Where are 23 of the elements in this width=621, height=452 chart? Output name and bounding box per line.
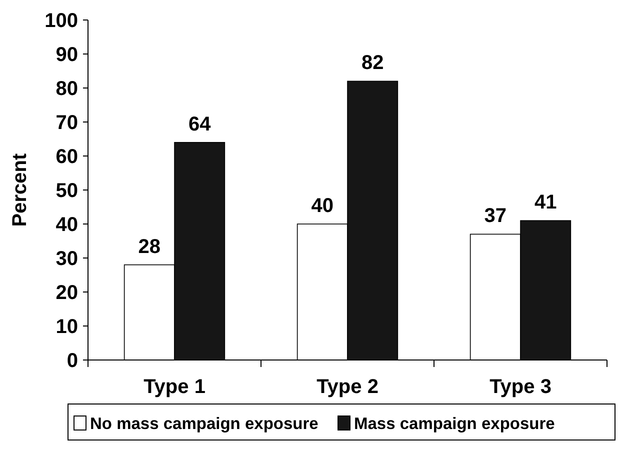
y-tick-label: 30 bbox=[56, 248, 78, 270]
legend-label: Mass campaign exposure bbox=[354, 415, 555, 433]
y-tick-label: 70 bbox=[56, 112, 78, 134]
y-tick-label: 50 bbox=[56, 180, 78, 202]
y-tick-label: 40 bbox=[56, 214, 78, 236]
y-tick-label: 80 bbox=[56, 78, 78, 100]
x-tick-label: Type 3 bbox=[490, 376, 552, 398]
y-tick-label: 60 bbox=[56, 146, 78, 168]
x-tick-label: Type 2 bbox=[316, 376, 378, 398]
data-label: 41 bbox=[534, 192, 557, 214]
y-axis-title: Percent bbox=[9, 152, 31, 227]
y-tick-label: 100 bbox=[44, 10, 78, 32]
x-tick-label: Type 1 bbox=[144, 376, 206, 398]
data-label: 28 bbox=[138, 236, 161, 258]
y-tick-label: 10 bbox=[56, 316, 78, 338]
y-tick-label: 90 bbox=[56, 44, 78, 66]
data-label: 40 bbox=[311, 195, 334, 217]
data-label: 37 bbox=[484, 205, 507, 228]
y-tick-label: 0 bbox=[66, 350, 78, 372]
data-label: 64 bbox=[188, 113, 212, 136]
legend-label: No mass campaign exposure bbox=[90, 415, 318, 433]
y-tick-label: 20 bbox=[56, 282, 78, 304]
data-label: 82 bbox=[361, 52, 384, 74]
